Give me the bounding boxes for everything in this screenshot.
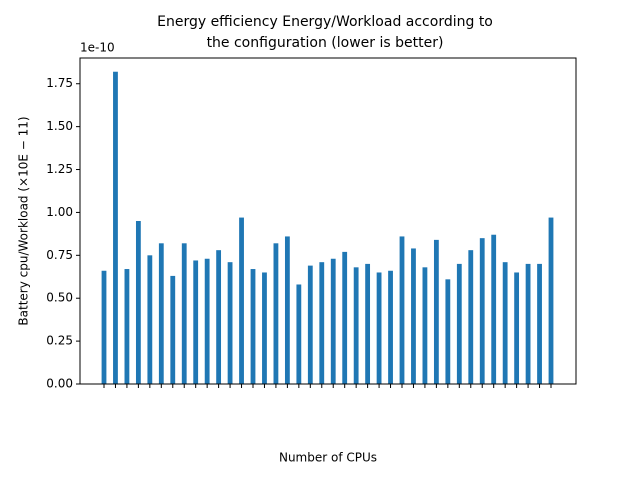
plot-frame bbox=[79, 57, 577, 385]
bar bbox=[193, 260, 199, 384]
bar bbox=[227, 262, 233, 384]
y-tick-label: 1.50 bbox=[46, 119, 73, 133]
bar bbox=[479, 238, 485, 384]
bar bbox=[319, 262, 325, 384]
bar bbox=[514, 272, 520, 384]
y-tick-label: 1.25 bbox=[46, 162, 73, 176]
y-tick-label: 1.75 bbox=[46, 76, 73, 90]
bar bbox=[342, 251, 348, 384]
bar bbox=[537, 263, 542, 384]
bar bbox=[170, 275, 176, 384]
bar bbox=[158, 243, 164, 384]
bar bbox=[365, 263, 371, 384]
bar bbox=[456, 263, 462, 384]
bar bbox=[239, 217, 244, 384]
bar bbox=[204, 258, 210, 384]
bar bbox=[445, 279, 451, 384]
bar bbox=[181, 243, 187, 384]
x-axis-label: Number of CPUs bbox=[279, 451, 377, 465]
bar bbox=[399, 236, 405, 384]
bar bbox=[101, 270, 107, 384]
bar bbox=[135, 221, 141, 384]
bar bbox=[388, 270, 393, 384]
bar bbox=[147, 255, 153, 384]
bar bbox=[113, 71, 118, 384]
chart-title-line: Energy efficiency Energy/Workload accord… bbox=[157, 14, 493, 30]
bar bbox=[525, 263, 531, 384]
bar bbox=[422, 267, 428, 384]
bar bbox=[548, 217, 554, 384]
bar bbox=[296, 284, 302, 384]
y-offset-label: 1e-10 bbox=[80, 41, 115, 55]
y-tick-label: 1.00 bbox=[46, 205, 73, 219]
y-axis-label: Battery cpu/Workload (×10E − 11) bbox=[17, 116, 31, 325]
bar bbox=[124, 269, 130, 384]
bar bbox=[216, 250, 222, 384]
bar bbox=[502, 262, 508, 384]
bar bbox=[273, 243, 279, 384]
y-tick-label: 0.50 bbox=[46, 291, 73, 305]
chart-title-line: the configuration (lower is better) bbox=[207, 35, 444, 51]
bar bbox=[330, 258, 336, 384]
y-tick-label: 0.00 bbox=[46, 377, 73, 391]
bar bbox=[468, 250, 474, 384]
bar bbox=[353, 267, 359, 384]
bar bbox=[307, 265, 313, 384]
y-tick-label: 0.25 bbox=[46, 334, 73, 348]
bar bbox=[491, 234, 497, 384]
bar bbox=[250, 269, 256, 384]
bar bbox=[376, 272, 382, 384]
y-tick-label: 0.75 bbox=[46, 248, 73, 262]
bar bbox=[284, 236, 290, 384]
bar bbox=[262, 272, 267, 384]
bar bbox=[433, 239, 439, 384]
bar bbox=[411, 248, 416, 384]
